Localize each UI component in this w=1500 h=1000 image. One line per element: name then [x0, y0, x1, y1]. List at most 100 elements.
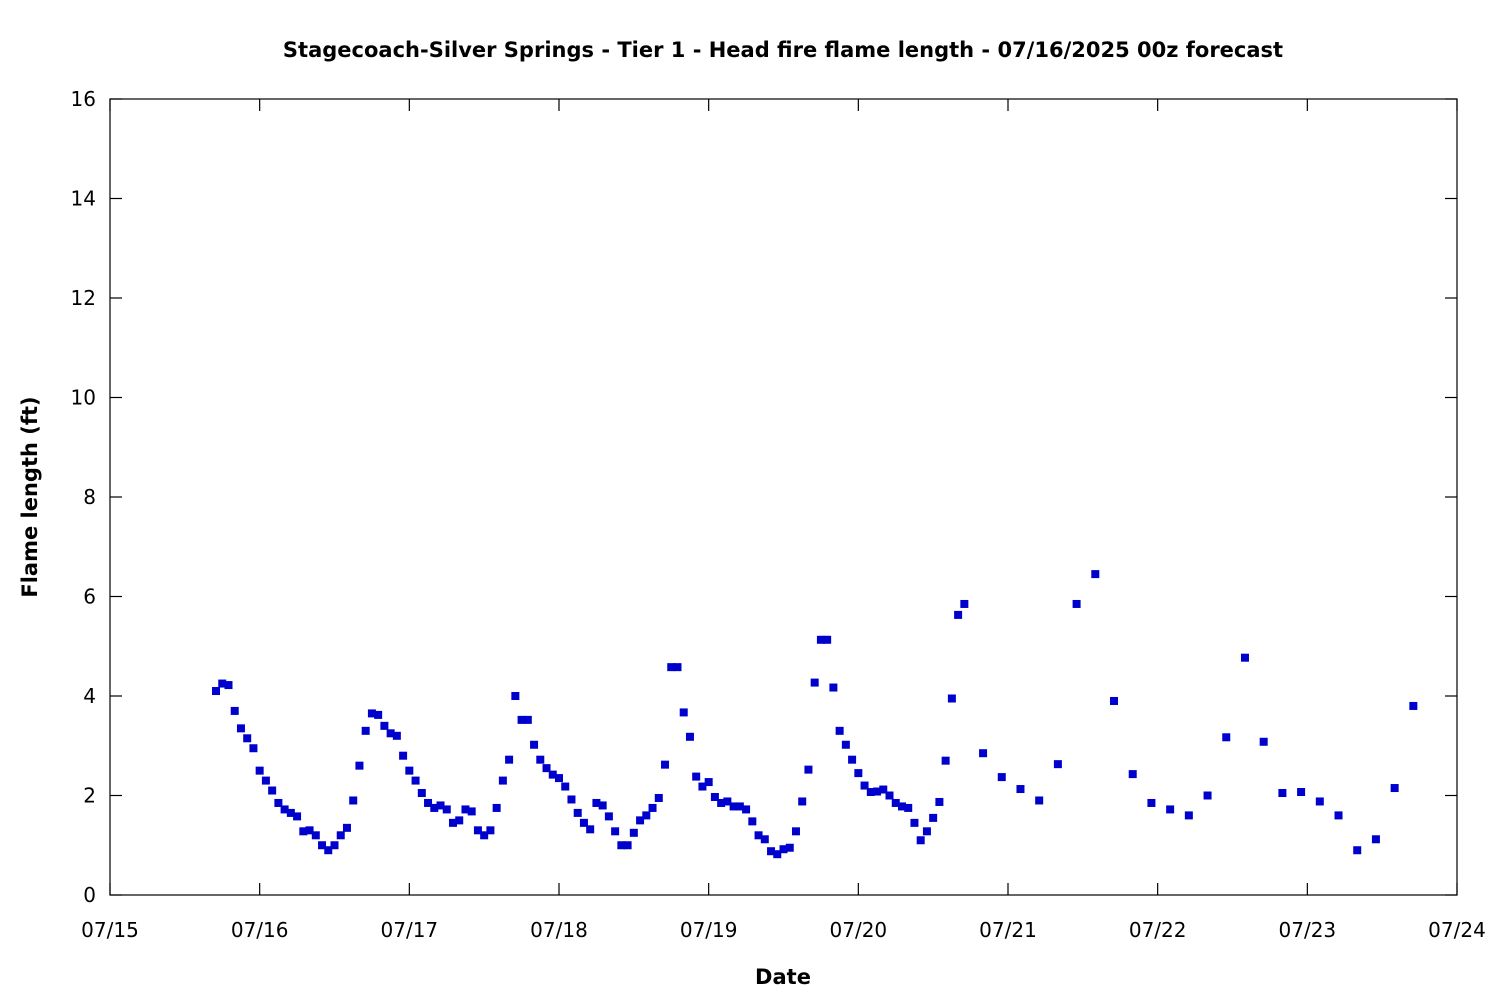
data-point: [305, 826, 314, 835]
data-point: [779, 845, 788, 854]
data-point: [255, 766, 264, 775]
x-tick-label: 07/15: [81, 918, 139, 942]
data-point: [243, 734, 252, 743]
data-point: [567, 795, 576, 804]
data-point: [997, 773, 1006, 782]
data-point: [411, 776, 420, 785]
data-point: [685, 732, 694, 741]
data-point: [311, 831, 320, 840]
data-point: [611, 827, 620, 836]
data-point: [511, 692, 520, 700]
data-point: [293, 812, 302, 821]
data-point: [274, 798, 283, 807]
data-point: [873, 787, 882, 796]
data-point: [941, 756, 950, 765]
data-point: [748, 817, 757, 826]
data-point: [661, 760, 670, 769]
data-point: [386, 729, 395, 738]
data-point: [1371, 835, 1380, 844]
data-point: [773, 850, 782, 859]
data-point: [486, 826, 495, 835]
data-point: [629, 828, 638, 837]
data-point: [399, 751, 408, 760]
data-point: [891, 798, 900, 807]
data-point: [623, 841, 632, 850]
data-point: [349, 796, 358, 805]
data-point: [1390, 784, 1399, 793]
data-point: [929, 813, 938, 822]
data-points: [212, 570, 1418, 859]
data-point: [342, 823, 351, 832]
data-point: [561, 782, 570, 791]
data-point: [573, 808, 582, 817]
data-point: [1409, 701, 1418, 710]
data-point: [835, 726, 844, 735]
data-point: [679, 708, 688, 717]
y-tick-label: 14: [71, 187, 96, 211]
data-point: [879, 785, 888, 794]
data-point: [268, 786, 277, 795]
y-tick-label: 8: [83, 485, 96, 509]
data-point: [698, 782, 707, 791]
data-point: [723, 797, 732, 806]
y-tick-label: 10: [71, 386, 96, 410]
x-tick-label: 07/16: [231, 918, 289, 942]
data-point: [430, 803, 439, 812]
data-point: [548, 770, 557, 779]
data-point: [1110, 696, 1119, 705]
data-point: [1222, 733, 1231, 742]
data-point: [236, 724, 245, 733]
data-point: [536, 755, 545, 764]
y-axis-label: Flame length (ft): [18, 396, 42, 597]
data-point: [642, 811, 651, 820]
data-point: [517, 715, 526, 724]
data-point: [704, 778, 713, 787]
data-point: [505, 755, 514, 764]
data-point: [542, 764, 551, 773]
data-point: [717, 798, 726, 807]
data-point: [473, 826, 482, 835]
data-point: [1035, 796, 1044, 805]
data-point: [935, 797, 944, 806]
data-point: [604, 812, 613, 821]
data-point: [586, 825, 595, 834]
data-point: [299, 827, 308, 836]
data-point: [885, 791, 894, 800]
data-point: [461, 805, 470, 814]
x-tick-label: 07/20: [830, 918, 888, 942]
data-point: [374, 710, 383, 719]
data-point: [1091, 570, 1100, 579]
data-point: [916, 836, 925, 845]
data-point: [355, 761, 364, 770]
x-tick-label: 07/18: [530, 918, 588, 942]
data-point: [318, 841, 327, 850]
data-point: [1184, 811, 1193, 820]
chart-title: Stagecoach-Silver Springs - Tier 1 - Hea…: [283, 38, 1283, 62]
data-point: [960, 599, 969, 608]
data-point: [954, 610, 963, 619]
data-point: [336, 831, 345, 840]
data-point: [904, 803, 913, 812]
data-point: [860, 781, 869, 790]
x-axis: 07/15 07/16 07/17 07/18 07/19 07/20 07/21 07/22…: [81, 99, 1486, 942]
data-point: [823, 635, 832, 644]
data-point: [979, 749, 988, 758]
data-point: [1053, 760, 1062, 769]
data-point: [249, 744, 258, 753]
x-tick-label: 07/17: [381, 918, 439, 942]
data-point: [854, 769, 863, 778]
x-tick-label: 07/21: [979, 918, 1037, 942]
data-point: [1297, 788, 1306, 797]
y-tick-label: 12: [71, 286, 96, 310]
data-point: [816, 635, 825, 644]
data-point: [1334, 811, 1343, 820]
x-tick-label: 07/24: [1428, 918, 1486, 942]
data-point: [330, 841, 339, 850]
data-point: [261, 776, 270, 785]
data-point: [212, 687, 221, 696]
data-point: [947, 694, 956, 703]
data-point: [735, 802, 744, 811]
data-point: [648, 803, 657, 812]
y-tick-label: 4: [83, 684, 96, 708]
